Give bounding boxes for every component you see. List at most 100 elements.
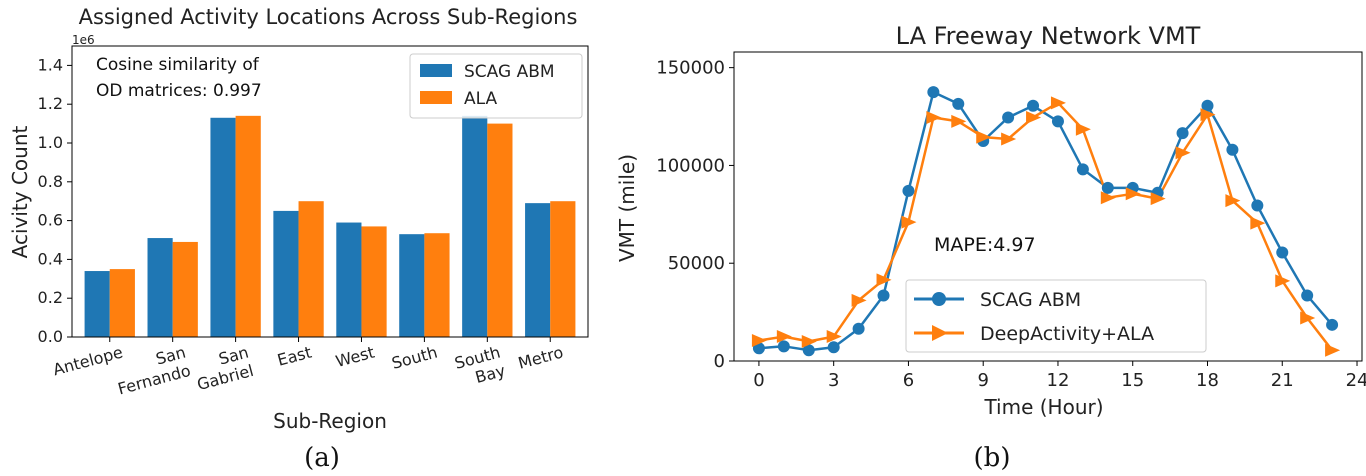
- bar-chart-y-tick-label: 1.0: [38, 133, 63, 152]
- line-chart-legend-box: [905, 279, 1207, 353]
- bar-chart-x-tick-label-line: West: [334, 343, 377, 372]
- bar-chart-annotation-line-2: OD matrices: 0.997: [96, 81, 262, 101]
- point-scag-abm-20: [1251, 199, 1264, 212]
- bar-scag-abm-antelope: [84, 271, 110, 337]
- line-chart-x-tick-label: 12: [1047, 370, 1070, 391]
- line-chart-x-tick-label: 18: [1196, 370, 1219, 391]
- point-scag-abm-6: [902, 184, 915, 197]
- point-deepactivity-ala-8: [951, 114, 967, 128]
- bar-scag-abm-south: [399, 234, 425, 337]
- point-deepactivity-ala-3: [826, 330, 842, 344]
- point-scag-abm-1: [777, 340, 790, 353]
- point-scag-abm-7: [927, 86, 940, 99]
- point-scag-abm-0: [752, 342, 765, 355]
- bar-ala-east: [298, 201, 324, 337]
- bar-scag-abm-san-fernando: [147, 238, 173, 337]
- bar-chart-x-tick-label-metro: Metro: [516, 343, 565, 373]
- bar-chart-x-tick-label-line: South: [390, 343, 440, 373]
- point-deepactivity-ala-19: [1225, 194, 1241, 208]
- bar-chart-y-tick-label: 0.0: [38, 327, 63, 346]
- point-deepactivity-ala-22: [1300, 311, 1316, 325]
- point-scag-abm-23: [1326, 318, 1339, 331]
- point-deepactivity-ala-12: [1050, 96, 1066, 110]
- line-chart-panel: LA Freeway Network VMT VMT (mile) Time (…: [615, 22, 1366, 473]
- legend-marker-deepactivity-ala: [932, 325, 948, 341]
- point-deepactivity-ala-15: [1125, 187, 1141, 201]
- bar-chart-x-tick-label-west: West: [334, 343, 377, 372]
- point-scag-abm-10: [1002, 111, 1015, 124]
- bar-chart-x-tick-label-line: East: [275, 343, 313, 370]
- line-chart-x-tick-label: 24: [1346, 370, 1366, 391]
- bar-chart-x-tick-label-line: Fernando: [116, 361, 193, 399]
- line-chart-caption: (b): [974, 443, 1011, 473]
- line-chart-y-tick-label: 150000: [656, 58, 725, 79]
- series-line-deepactivity-ala: [758, 101, 1334, 351]
- bar-chart-y-tick-label: 0.6: [38, 211, 63, 230]
- bar-chart-x-tick-label-south: South: [390, 343, 440, 373]
- point-scag-abm-13: [1076, 163, 1089, 176]
- point-scag-abm-12: [1051, 115, 1064, 128]
- point-deepactivity-ala-18: [1200, 108, 1216, 122]
- point-deepactivity-ala-9: [976, 130, 992, 144]
- line-chart-y-tick-label: 0: [714, 351, 725, 372]
- point-scag-abm-2: [802, 344, 815, 357]
- point-scag-abm-5: [877, 289, 890, 302]
- bar-ala-antelope: [109, 269, 135, 337]
- point-deepactivity-ala-1: [776, 330, 792, 344]
- bar-chart-y-tick-label: 1.2: [38, 94, 63, 113]
- bar-chart-title: Assigned Activity Locations Across Sub-R…: [79, 5, 578, 29]
- legend-swatch-ala: [420, 91, 452, 104]
- point-scag-abm-8: [952, 97, 965, 110]
- line-chart-y-axis-label: VMT (mile): [615, 154, 639, 262]
- bar-chart-y-tick-label: 0.4: [38, 249, 63, 268]
- bar-chart-legend-box: [409, 53, 583, 119]
- bar-chart-x-tick-label-south-bay: SouthBay: [453, 343, 508, 392]
- line-chart-y-tick-label: 50000: [668, 253, 725, 274]
- bar-chart-x-tick-label-san-gabriel: SanGabriel: [190, 343, 256, 395]
- bar-chart-x-tick-label-east: East: [275, 343, 313, 370]
- bar-chart-panel: Assigned Activity Locations Across Sub-R…: [8, 5, 589, 473]
- bar-ala-san-gabriel: [235, 115, 261, 337]
- point-deepactivity-ala-17: [1175, 146, 1191, 160]
- point-scag-abm-22: [1301, 289, 1314, 302]
- line-chart-x-ticks: 0 3 6 9 12 15 18 21 24: [753, 361, 1366, 391]
- line-chart-annotation: MAPE:4.97: [934, 234, 1036, 256]
- line-chart-x-tick-label: 15: [1121, 370, 1144, 391]
- point-deepactivity-ala-10: [1001, 132, 1017, 146]
- line-chart-x-tick-label: 3: [828, 370, 839, 391]
- bar-chart-y-offset-label: 1e6: [72, 33, 95, 47]
- point-scag-abm-19: [1226, 143, 1239, 156]
- legend-marker-scag-abm: [932, 292, 946, 306]
- point-deepactivity-ala-5: [876, 273, 892, 287]
- bar-scag-abm-east: [273, 210, 299, 337]
- bar-scag-abm-south-bay: [462, 115, 488, 337]
- line-chart-x-tick-label: 21: [1271, 370, 1294, 391]
- bar-ala-south: [424, 233, 450, 337]
- bar-chart-x-tick-label-antelope: Antelope: [51, 343, 125, 380]
- bar-chart-y-ticks: 0.0 0.2 0.4 0.6 0.8 1.0 1.2 1.4: [38, 55, 72, 346]
- point-scag-abm-18: [1201, 99, 1214, 112]
- bar-ala-south-bay: [487, 123, 513, 337]
- point-deepactivity-ala-2: [801, 334, 817, 348]
- line-chart-frame: [733, 51, 1363, 362]
- line-chart-series: [751, 86, 1341, 357]
- legend-label-deepactivity-ala: DeepActivity+ALA: [980, 323, 1154, 345]
- line-chart-x-axis-label: Time (Hour): [983, 395, 1103, 419]
- point-deepactivity-ala-7: [926, 111, 942, 125]
- bar-ala-san-fernando: [172, 241, 198, 337]
- bar-scag-abm-west: [336, 222, 362, 337]
- point-deepactivity-ala-6: [901, 215, 917, 229]
- legend-swatch-scag-abm: [420, 64, 452, 77]
- line-chart-legend: SCAG ABM DeepActivity+ALA: [905, 279, 1207, 353]
- point-deepactivity-ala-20: [1250, 216, 1266, 230]
- point-scag-abm-11: [1027, 99, 1040, 112]
- point-scag-abm-3: [827, 341, 840, 354]
- bar-chart-x-tick-label-line: Antelope: [51, 343, 125, 380]
- point-deepactivity-ala-11: [1026, 111, 1042, 125]
- point-deepactivity-ala-0: [751, 333, 767, 347]
- bar-chart-bars: [84, 115, 576, 337]
- point-scag-abm-21: [1276, 246, 1289, 259]
- point-deepactivity-ala-16: [1150, 192, 1166, 206]
